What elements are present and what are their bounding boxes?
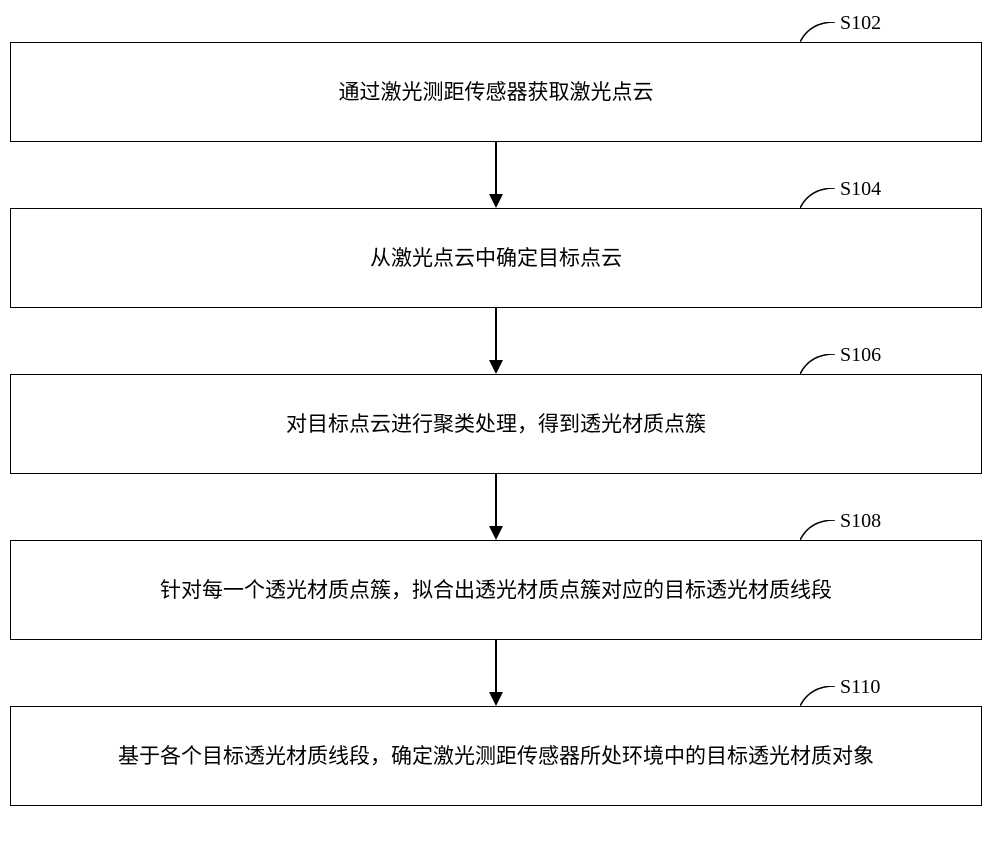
- step-box-s106: 对目标点云进行聚类处理，得到透光材质点簇: [10, 374, 982, 474]
- step-text-s102: 通过激光测距传感器获取激光点云: [339, 77, 654, 107]
- step-text-s104: 从激光点云中确定目标点云: [370, 243, 622, 273]
- arrow-head-s104-s106: [489, 360, 503, 374]
- step-box-s110: 基于各个目标透光材质线段，确定激光测距传感器所处环境中的目标透光材质对象: [10, 706, 982, 806]
- step-box-s104: 从激光点云中确定目标点云: [10, 208, 982, 308]
- step-text-s106: 对目标点云进行聚类处理，得到透光材质点簇: [286, 409, 706, 439]
- flowchart-canvas: 通过激光测距传感器获取激光点云 S102 从激光点云中确定目标点云 S104 对…: [0, 0, 1000, 865]
- callout-s102: [800, 22, 840, 44]
- step-label-s110: S110: [840, 676, 880, 699]
- callout-s106: [800, 354, 840, 376]
- step-label-s104: S104: [840, 178, 881, 201]
- step-box-s102: 通过激光测距传感器获取激光点云: [10, 42, 982, 142]
- arrow-head-s102-s104: [489, 194, 503, 208]
- step-label-s106: S106: [840, 344, 881, 367]
- step-text-s110: 基于各个目标透光材质线段，确定激光测距传感器所处环境中的目标透光材质对象: [118, 741, 874, 771]
- callout-s110: [800, 686, 840, 708]
- arrow-head-s106-s108: [489, 526, 503, 540]
- arrow-s102-s104: [495, 142, 497, 194]
- callout-s108: [800, 520, 840, 542]
- step-box-s108: 针对每一个透光材质点簇，拟合出透光材质点簇对应的目标透光材质线段: [10, 540, 982, 640]
- step-label-s108: S108: [840, 510, 881, 533]
- arrow-s104-s106: [495, 308, 497, 360]
- step-text-s108: 针对每一个透光材质点簇，拟合出透光材质点簇对应的目标透光材质线段: [160, 575, 832, 605]
- callout-s104: [800, 188, 840, 210]
- arrow-s106-s108: [495, 474, 497, 526]
- step-label-s102: S102: [840, 12, 881, 35]
- arrow-head-s108-s110: [489, 692, 503, 706]
- arrow-s108-s110: [495, 640, 497, 692]
